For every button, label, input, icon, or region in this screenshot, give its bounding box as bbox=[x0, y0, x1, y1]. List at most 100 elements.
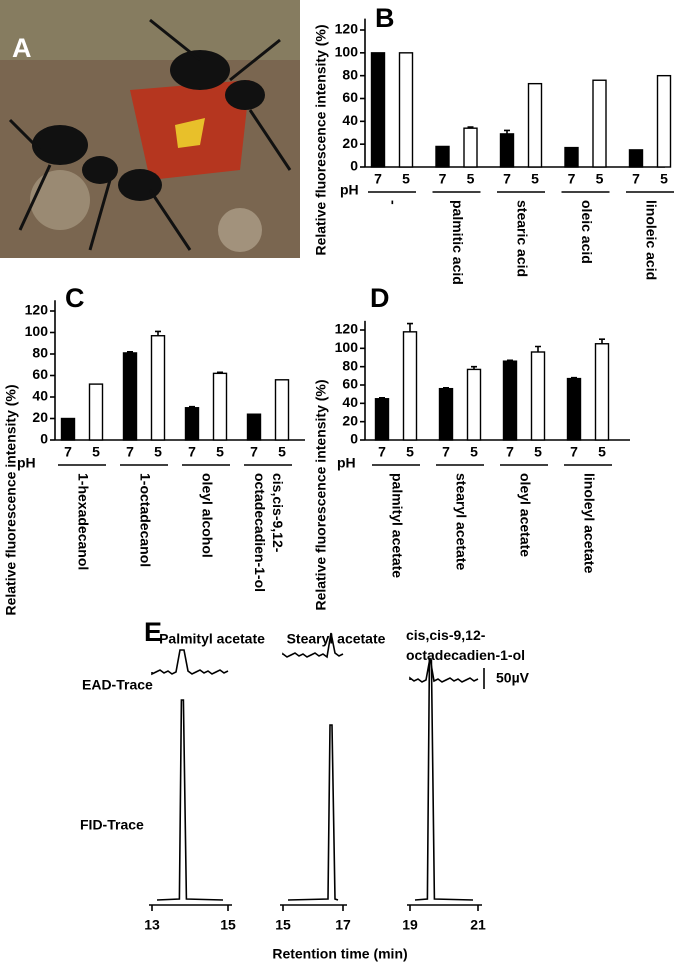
fid-trace bbox=[414, 659, 474, 901]
ph-label: 7 bbox=[506, 444, 514, 460]
category-label: linoleic acid bbox=[643, 200, 659, 280]
y-tick-label: 20 bbox=[342, 412, 358, 428]
y-tick-label: 100 bbox=[335, 44, 359, 60]
photo-background bbox=[0, 0, 300, 60]
y-tick-label: 0 bbox=[350, 158, 358, 174]
y-tick-label: 20 bbox=[32, 409, 48, 425]
bar bbox=[374, 398, 390, 441]
category-label: palmitic acid bbox=[450, 200, 466, 285]
ph-label: 5 bbox=[531, 171, 539, 187]
error-bar bbox=[571, 376, 577, 379]
ph-label: 7 bbox=[442, 444, 450, 460]
category-label: oleyl alcohol bbox=[199, 473, 215, 558]
y-tick-label: 40 bbox=[342, 394, 358, 410]
ph-label: 5 bbox=[467, 171, 475, 187]
bar bbox=[438, 387, 454, 441]
y-tick-label: 120 bbox=[335, 321, 359, 337]
bar bbox=[150, 335, 166, 441]
panel-label: A bbox=[12, 33, 32, 63]
y-tick-label: 80 bbox=[342, 66, 358, 82]
x-axis-label: pH bbox=[340, 182, 359, 198]
error-bar bbox=[127, 351, 133, 353]
photo: A bbox=[0, 0, 300, 258]
photo-ant bbox=[32, 125, 88, 165]
y-tick-label: 0 bbox=[350, 431, 358, 447]
error-bar bbox=[443, 386, 449, 389]
subplot-title: Palmityl acetate bbox=[159, 631, 265, 647]
photo-ant bbox=[170, 50, 230, 90]
error-bar bbox=[467, 126, 474, 129]
ph-label: 7 bbox=[250, 444, 258, 460]
x-tick-label: 19 bbox=[402, 917, 418, 933]
ph-label: 7 bbox=[570, 444, 578, 460]
y-tick-label: 20 bbox=[342, 135, 358, 151]
ph-label: 7 bbox=[374, 171, 382, 187]
fid-trace bbox=[287, 724, 339, 901]
ph-label: 7 bbox=[568, 171, 576, 187]
bar bbox=[592, 79, 607, 168]
ph-label: 7 bbox=[632, 171, 640, 187]
ph-label: 7 bbox=[64, 444, 72, 460]
x-axis-label: pH bbox=[337, 455, 356, 471]
ead-trace bbox=[282, 632, 344, 659]
y-tick-label: 0 bbox=[40, 431, 48, 447]
subplot-title: Stearyl acetate bbox=[287, 631, 386, 647]
bar bbox=[246, 413, 262, 441]
ead-trace bbox=[409, 657, 479, 683]
ph-label: 5 bbox=[596, 171, 604, 187]
y-tick-label: 40 bbox=[32, 388, 48, 404]
error-bar bbox=[407, 322, 413, 332]
ph-label: 7 bbox=[188, 444, 196, 460]
ead-trace bbox=[151, 649, 229, 676]
error-bar bbox=[504, 129, 510, 134]
scale-label: 50µV bbox=[496, 670, 530, 686]
panel-label: E bbox=[144, 617, 162, 647]
bar bbox=[530, 351, 546, 441]
category-label: palmityl acetate bbox=[389, 473, 405, 578]
ph-label: 5 bbox=[406, 444, 414, 460]
bar bbox=[499, 133, 515, 168]
photo-ant-legs bbox=[8, 18, 292, 251]
category-label: stearyl acetate bbox=[453, 473, 469, 571]
ph-label: 5 bbox=[598, 444, 606, 460]
y-tick-label: 60 bbox=[342, 376, 358, 392]
y-axis-label: Relative fluorescence intensity (%) bbox=[313, 379, 329, 610]
y-tick-label: 100 bbox=[335, 339, 359, 355]
category-label: 1-hexadecanol bbox=[75, 473, 91, 570]
bar bbox=[435, 145, 450, 168]
bar bbox=[502, 360, 518, 441]
bar bbox=[566, 377, 582, 441]
ph-label: 5 bbox=[278, 444, 286, 460]
ph-label: 5 bbox=[470, 444, 478, 460]
y-tick-label: 120 bbox=[335, 21, 359, 37]
panel-label: D bbox=[370, 283, 390, 313]
category-label: oleic acid bbox=[579, 200, 595, 264]
y-axis-label: Relative fluorescence intensity (%) bbox=[313, 24, 329, 255]
panel-label: C bbox=[65, 283, 85, 313]
x-tick-label: 21 bbox=[470, 917, 486, 933]
bar bbox=[527, 82, 543, 168]
y-tick-label: 80 bbox=[32, 345, 48, 361]
error-bar bbox=[189, 405, 195, 408]
bar bbox=[274, 379, 290, 441]
x-tick-label: 15 bbox=[220, 917, 236, 933]
fid-trace bbox=[156, 699, 224, 901]
trace-label: EAD-Trace bbox=[82, 677, 153, 693]
ph-label: 7 bbox=[126, 444, 134, 460]
bar bbox=[60, 417, 76, 441]
ph-label: 5 bbox=[154, 444, 162, 460]
error-bar bbox=[217, 371, 223, 374]
y-tick-label: 80 bbox=[342, 357, 358, 373]
bar bbox=[594, 343, 610, 441]
bar bbox=[370, 52, 386, 168]
error-bar bbox=[599, 338, 605, 344]
bar bbox=[402, 331, 418, 441]
panel-label: B bbox=[375, 3, 395, 33]
x-axis-label: Retention time (min) bbox=[272, 946, 407, 962]
category-label: stearic acid bbox=[514, 200, 530, 277]
bar bbox=[122, 352, 138, 441]
error-bar bbox=[471, 365, 477, 370]
ph-label: 5 bbox=[534, 444, 542, 460]
error-bar bbox=[507, 359, 513, 362]
